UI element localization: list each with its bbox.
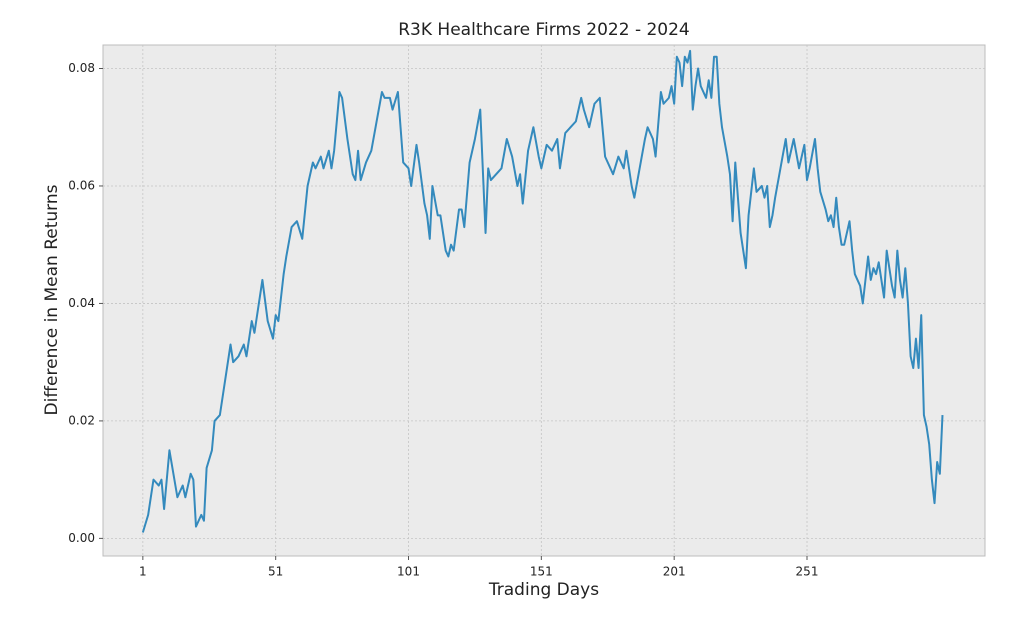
x-tick-label: 251 xyxy=(796,565,819,579)
y-tick-label: 0.00 xyxy=(68,531,95,545)
y-tick-label: 0.04 xyxy=(68,296,95,310)
x-tick-label: 51 xyxy=(268,565,283,579)
data-line xyxy=(141,49,944,533)
x-tick-label: 151 xyxy=(530,565,553,579)
x-tick-label: 101 xyxy=(397,565,420,579)
y-tick-label: 0.06 xyxy=(68,178,95,192)
x-axis-label: Trading Days xyxy=(488,580,599,600)
y-tick-label: 0.02 xyxy=(68,413,95,427)
y-axis-label: Difference in Mean Returns xyxy=(42,184,62,415)
x-tick-label: 1 xyxy=(139,565,147,579)
plot-area xyxy=(102,44,986,557)
y-tick-label: 0.08 xyxy=(68,61,95,75)
chart-title: R3K Healthcare Firms 2022 - 2024 xyxy=(398,20,690,40)
x-tick-label: 201 xyxy=(663,565,686,579)
